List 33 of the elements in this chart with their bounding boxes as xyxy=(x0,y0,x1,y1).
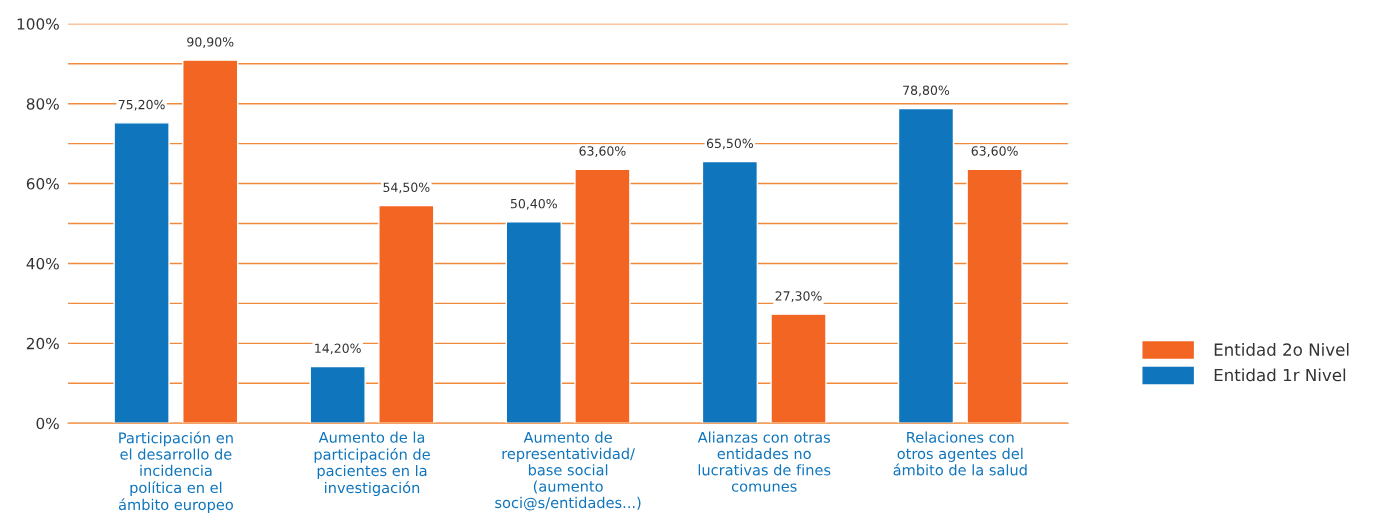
data-label: 27,30% xyxy=(775,291,822,302)
x-tick-label: Aumento de la participación de pacientes en la investigación xyxy=(314,431,430,497)
data-label: 50,40% xyxy=(510,198,557,210)
data-label: 63,60% xyxy=(971,146,1018,157)
data-label: 90,90% xyxy=(187,37,234,48)
bar xyxy=(701,160,759,424)
bar xyxy=(966,168,1023,424)
y-tick-label: 80% xyxy=(26,98,59,110)
bar xyxy=(378,204,435,424)
bar xyxy=(770,313,827,424)
x-tick-label: Relaciones con otros agentes del ámbito de la salud xyxy=(893,431,1027,476)
data-label: 14,20% xyxy=(315,343,361,355)
data-label: 75,20% xyxy=(118,99,165,111)
bar xyxy=(574,168,631,424)
data-label: 63,60% xyxy=(579,146,626,157)
y-tick-label: 20% xyxy=(26,337,59,350)
legend-label: Entidad 1r Nivel xyxy=(1214,368,1346,382)
y-tick-label: 0% xyxy=(36,417,59,430)
bar xyxy=(505,221,562,424)
data-label: 54,50% xyxy=(383,182,430,194)
data-label: 65,50% xyxy=(706,138,754,150)
bar xyxy=(113,122,170,424)
bar xyxy=(897,107,955,424)
x-tick-label: Alianzas con otras entidades no lucrativas de fines comunes xyxy=(697,431,831,492)
y-tick-label: 100% xyxy=(17,18,59,30)
data-label: 78,80% xyxy=(903,85,950,97)
x-tick-label: Participación en el desarrollo de incidencia política en el ámbito europeo xyxy=(118,431,233,513)
x-tick-label: Aumento de representatividad/ base social (aumento soci@s/entidades...) xyxy=(495,431,641,511)
y-tick-label: 60% xyxy=(26,178,59,190)
legend-label: Entidad 2o Nivel xyxy=(1214,342,1349,356)
bar xyxy=(182,59,239,424)
bar xyxy=(309,365,366,424)
y-tick-label: 40% xyxy=(26,257,59,270)
